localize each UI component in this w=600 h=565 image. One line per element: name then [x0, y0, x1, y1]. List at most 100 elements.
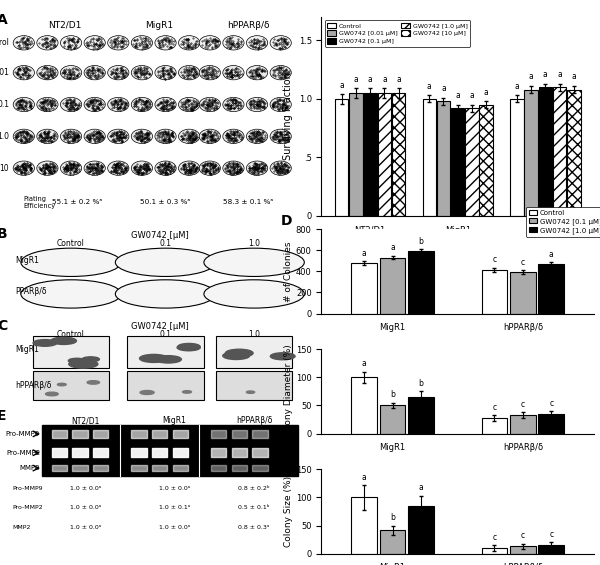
Bar	[409, 251, 434, 314]
Text: a: a	[396, 75, 401, 84]
Circle shape	[87, 381, 100, 384]
Circle shape	[204, 248, 304, 276]
Circle shape	[13, 97, 34, 112]
Bar	[437, 101, 450, 216]
Circle shape	[61, 66, 82, 80]
Circle shape	[115, 280, 216, 308]
Text: 0.1: 0.1	[160, 331, 172, 340]
Text: MigR1: MigR1	[146, 21, 173, 30]
Bar	[352, 497, 377, 554]
Bar	[465, 108, 479, 216]
Circle shape	[271, 353, 295, 360]
Text: c: c	[521, 531, 525, 540]
Text: 58.3 ± 0.1 %ᵃ: 58.3 ± 0.1 %ᵃ	[223, 199, 274, 205]
Text: a: a	[368, 75, 373, 84]
Bar	[152, 465, 167, 471]
Bar	[211, 430, 226, 438]
Bar	[510, 272, 536, 314]
Bar	[52, 465, 67, 471]
Text: Control: Control	[57, 239, 85, 248]
Text: MigR1: MigR1	[15, 256, 39, 265]
Circle shape	[247, 161, 268, 175]
Text: 55.1 ± 0.2 %ᵃ: 55.1 ± 0.2 %ᵃ	[52, 199, 102, 205]
Circle shape	[223, 161, 244, 175]
Circle shape	[13, 129, 34, 144]
Text: a: a	[382, 75, 387, 84]
Bar	[409, 506, 434, 554]
Text: GW0742 [μM]: GW0742 [μM]	[131, 322, 188, 331]
Bar	[392, 93, 406, 216]
Circle shape	[37, 161, 58, 175]
Text: 0.8 ± 0.3ᵃ: 0.8 ± 0.3ᵃ	[238, 525, 270, 531]
Circle shape	[13, 66, 34, 80]
Text: c: c	[521, 400, 525, 409]
Text: b: b	[419, 237, 424, 246]
Circle shape	[107, 129, 129, 144]
Text: a: a	[340, 81, 344, 89]
Circle shape	[131, 66, 152, 80]
Text: PPARβ/δ: PPARβ/δ	[15, 287, 46, 296]
Bar	[364, 93, 377, 216]
Bar	[72, 430, 88, 438]
Bar	[211, 448, 226, 457]
Circle shape	[107, 161, 129, 175]
Circle shape	[155, 66, 176, 80]
Bar	[131, 430, 146, 438]
Text: MMP2: MMP2	[20, 465, 40, 471]
Bar	[380, 530, 406, 554]
Circle shape	[270, 129, 292, 144]
Text: 10: 10	[0, 164, 9, 173]
Bar	[380, 258, 406, 314]
Circle shape	[58, 383, 66, 386]
Text: Plating
Efficiency: Plating Efficiency	[24, 195, 56, 208]
Text: MigR1: MigR1	[15, 345, 39, 354]
Bar	[72, 448, 88, 457]
Bar	[479, 105, 493, 216]
Circle shape	[182, 390, 191, 393]
Circle shape	[84, 36, 106, 50]
Bar	[253, 430, 268, 438]
Text: A: A	[0, 13, 8, 27]
Text: a: a	[455, 91, 460, 100]
Text: 1.0 ± 0.1ᵃ: 1.0 ± 0.1ᵃ	[159, 506, 190, 511]
Circle shape	[223, 36, 244, 50]
Bar	[253, 448, 268, 457]
Circle shape	[179, 97, 200, 112]
Bar	[335, 99, 349, 216]
Bar	[352, 377, 377, 434]
Text: c: c	[549, 530, 553, 539]
Bar	[422, 99, 436, 216]
Text: 0.1: 0.1	[160, 239, 172, 248]
Bar	[211, 465, 226, 471]
Text: 1.0 ± 0.0ᵃ: 1.0 ± 0.0ᵃ	[70, 506, 101, 511]
Text: 1.0 ± 0.0ᵃ: 1.0 ± 0.0ᵃ	[159, 486, 190, 490]
Bar	[524, 89, 538, 216]
Bar	[93, 448, 108, 457]
Text: Pro-MMP9: Pro-MMP9	[6, 431, 40, 437]
Circle shape	[82, 357, 100, 362]
Circle shape	[223, 352, 250, 359]
Text: a: a	[441, 84, 446, 93]
Text: a: a	[390, 244, 395, 253]
Text: b: b	[419, 379, 424, 388]
Circle shape	[131, 129, 152, 144]
Circle shape	[223, 129, 244, 144]
Bar	[352, 263, 377, 314]
Circle shape	[46, 392, 58, 395]
Text: 1.0: 1.0	[248, 239, 260, 248]
Text: B: B	[0, 227, 8, 241]
Text: Pro-MMP9: Pro-MMP9	[12, 486, 43, 490]
Bar	[232, 430, 247, 438]
Text: 0.5 ± 0.1ᵇ: 0.5 ± 0.1ᵇ	[238, 506, 270, 511]
Bar	[380, 406, 406, 434]
Text: NT2/D1: NT2/D1	[49, 21, 82, 30]
Y-axis label: Colony Size (%): Colony Size (%)	[284, 476, 293, 547]
Y-axis label: # of Colonies: # of Colonies	[284, 241, 293, 302]
Text: GW0742 [μM]: GW0742 [μM]	[131, 231, 188, 240]
Bar	[253, 465, 268, 471]
Text: b: b	[390, 390, 395, 399]
Text: a: a	[362, 359, 367, 368]
Text: a: a	[362, 472, 367, 481]
Bar	[567, 89, 581, 216]
Text: c: c	[492, 403, 496, 412]
